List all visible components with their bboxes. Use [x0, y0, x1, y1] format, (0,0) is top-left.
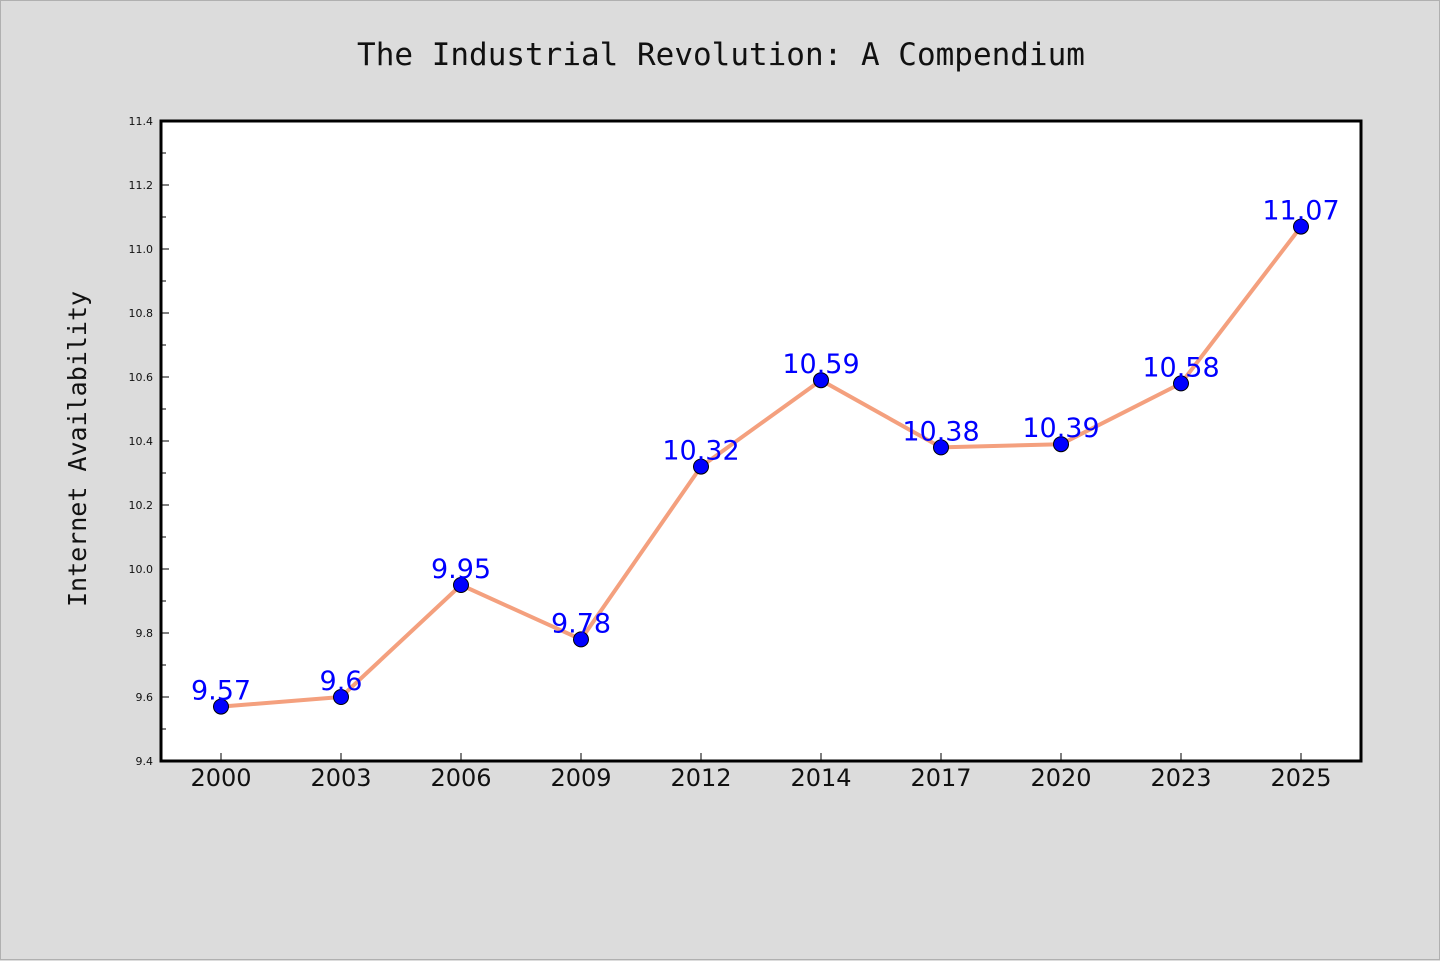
x-tick-label: 2023	[1150, 764, 1211, 792]
y-tick-label: 10.6	[129, 371, 154, 384]
x-tick-label: 2006	[430, 764, 491, 792]
data-label: 9.6	[320, 666, 363, 697]
y-tick-label: 11.4	[129, 115, 154, 128]
y-tick-label: 10.4	[129, 435, 154, 448]
x-tick-label: 2012	[670, 764, 731, 792]
data-label: 10.38	[902, 416, 979, 447]
y-tick-label: 9.8	[136, 627, 154, 640]
plot-border	[159, 119, 1363, 763]
data-label: 10.59	[782, 349, 859, 380]
plot-area	[161, 121, 1361, 761]
x-tick-label: 2020	[1030, 764, 1091, 792]
data-point	[333, 689, 349, 705]
y-tick-label: 10.2	[129, 499, 154, 512]
data-label: 9.57	[191, 676, 251, 707]
y-tick-label: 11.2	[129, 179, 154, 192]
x-tick-label: 2014	[790, 764, 851, 792]
data-point	[813, 372, 829, 389]
y-tick-label: 9.6	[136, 691, 154, 704]
x-tick-label: 2017	[910, 764, 971, 792]
data-point	[1293, 218, 1309, 235]
data-label: 9.78	[551, 608, 611, 639]
y-tick-label: 11.0	[129, 243, 154, 256]
data-point	[453, 577, 469, 593]
y-tick-label: 10.0	[129, 563, 154, 576]
data-label: 10.39	[1022, 413, 1099, 444]
data-label: 10.32	[662, 436, 739, 467]
data-label: 10.58	[1142, 352, 1219, 383]
data-point	[1173, 375, 1189, 392]
data-point	[1053, 436, 1069, 453]
series-line	[219, 224, 1303, 709]
x-tick-label: 2009	[550, 764, 611, 792]
x-tick-label: 2003	[310, 764, 371, 792]
x-tick-label: 2025	[1270, 764, 1331, 792]
data-point	[933, 439, 949, 456]
y-tick-label: 9.4	[136, 755, 154, 768]
x-tick-label: 2000	[190, 764, 251, 792]
data-point	[573, 631, 589, 648]
chart-title: The Industrial Revolution: A Compendium	[357, 37, 1085, 73]
data-point	[693, 458, 709, 475]
data-point	[213, 698, 229, 715]
data-label: 9.95	[431, 554, 491, 585]
data-label: 11.07	[1262, 196, 1339, 227]
y-tick-label: 10.8	[129, 307, 154, 320]
y-axis-label: Internet Availability	[63, 291, 92, 607]
